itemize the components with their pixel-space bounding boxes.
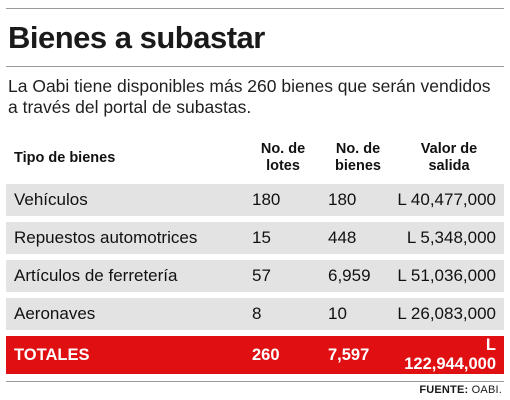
source-value: OABI. (471, 384, 502, 396)
table-row: Aeronaves 8 10 L 26,083,000 (6, 298, 504, 330)
table-header-row: Tipo de bienes No. de lotes No. de bienes … (6, 138, 504, 178)
source-credit: FUENTE: OABI. (419, 384, 502, 396)
totals-bienes: 7,597 (322, 336, 394, 374)
cell-tipo: Repuestos automotrices (6, 222, 244, 254)
column-header-lotes: No. de lotes (260, 141, 306, 174)
cell-bienes: 10 (322, 298, 394, 330)
cell-lotes: 15 (244, 222, 322, 254)
totals-valor: L 122,944,000 (394, 336, 504, 374)
table-row: Vehículos 180 180 L 40,477,000 (6, 184, 504, 216)
cell-bienes: 448 (322, 222, 394, 254)
cell-lotes: 8 (244, 298, 322, 330)
data-table: Tipo de bienes No. de lotes No. de bienes … (6, 132, 504, 380)
cell-tipo: Artículos de ferretería (6, 260, 244, 292)
totals-lotes: 260 (244, 336, 322, 374)
column-header-bienes: No. de bienes (335, 141, 381, 174)
cell-bienes: 180 (322, 184, 394, 216)
chart-title: Bienes a subastar (8, 20, 265, 55)
totals-label: TOTALES (6, 336, 244, 374)
cell-tipo: Vehículos (6, 184, 244, 216)
cell-valor: L 51,036,000 (394, 260, 504, 292)
column-header-valor: Valor de salida (420, 141, 478, 174)
cell-lotes: 57 (244, 260, 322, 292)
cell-valor: L 40,477,000 (394, 184, 504, 216)
table-row: Artículos de ferretería 57 6,959 L 51,03… (6, 260, 504, 292)
title-divider (6, 66, 504, 67)
column-header-tipo: Tipo de bienes (14, 149, 116, 166)
totals-row: TOTALES 260 7,597 L 122,944,000 (6, 336, 504, 374)
chart-description: La Oabi tiene disponibles más 260 bienes… (8, 76, 491, 117)
top-divider (6, 8, 504, 9)
cell-valor: L 5,348,000 (394, 222, 504, 254)
cell-valor: L 26,083,000 (394, 298, 504, 330)
cell-lotes: 180 (244, 184, 322, 216)
table-row: Repuestos automotrices 15 448 L 5,348,00… (6, 222, 504, 254)
bottom-divider (6, 381, 504, 382)
cell-bienes: 6,959 (322, 260, 394, 292)
source-label: FUENTE: (419, 384, 469, 396)
cell-tipo: Aeronaves (6, 298, 244, 330)
